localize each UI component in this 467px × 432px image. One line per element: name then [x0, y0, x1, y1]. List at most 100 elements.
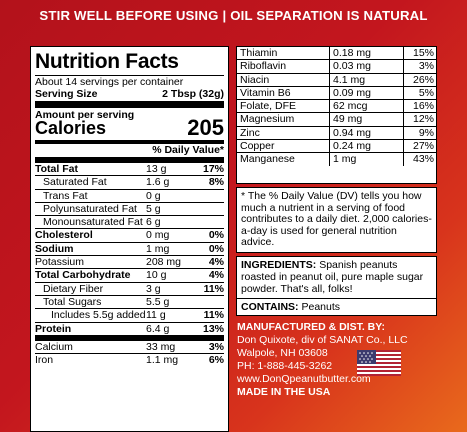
nutrient-amount: 11 g: [146, 309, 166, 322]
nutrient-daily-value: 17%: [202, 163, 224, 175]
ingredients-text: Spanish peanuts roasted in peanut oil, p…: [241, 259, 424, 295]
nutrient-name: Monounsaturated Fat: [43, 216, 143, 229]
made-in-usa: MADE IN THE USA: [237, 386, 331, 399]
nutrient-daily-value: 11%: [203, 282, 224, 295]
vitamin-daily-value: 9%: [403, 126, 436, 140]
vitamin-daily-value: 12%: [403, 113, 436, 126]
nutrient-amount: 33 mg: [146, 340, 176, 353]
amount-per-serving: Amount per serving: [35, 109, 135, 121]
nutrient-name: Polyunsaturated Fat: [43, 202, 137, 215]
nutrient-amount: 3 g: [146, 282, 161, 295]
nutrient-name: Calcium: [35, 340, 73, 353]
vitamin-row: Copper 0.24 mg 27%: [237, 140, 436, 154]
nutrient-row: Includes 5.5g added sugars11 g 11%: [35, 308, 224, 321]
nutrient-table: Total Fat 13 g 17% Saturated Fat 1.6 g 8% Tran…: [35, 157, 224, 366]
nutrient-amount: 0 g: [146, 189, 161, 202]
vitamin-row: Riboflavin 0.03 mg 3%: [237, 60, 436, 74]
nutrient-name: Saturated Fat: [43, 176, 107, 189]
nutrient-amount: 1.1 mg: [146, 354, 179, 367]
servings-per-container: About 14 servings per container: [35, 76, 184, 88]
vitamin-row: Manganese 1 mg 43%: [237, 153, 436, 166]
vitamin-name: Copper: [240, 140, 275, 153]
manufacturer-name: Don Quixote, div of SANAT Co., LLC: [237, 334, 408, 347]
vitamin-daily-value: 3%: [403, 60, 436, 73]
nutrient-row: Trans Fat 0 g: [35, 188, 224, 202]
vitamin-name: Riboflavin: [240, 60, 287, 73]
nutrient-name: Total Fat: [35, 163, 78, 175]
nutrient-amount: 6 g: [146, 216, 161, 229]
vitamin-daily-value: 5%: [403, 86, 436, 100]
vitamin-daily-value: 15%: [403, 47, 436, 60]
manufacturer-website[interactable]: www.DonQpeanutbutter.com: [237, 373, 371, 386]
daily-value-header: % Daily Value*: [152, 144, 224, 156]
nutrient-row: Total Sugars 5.5 g: [35, 294, 224, 308]
nutrition-facts-panel: Nutrition Facts About 14 servings per co…: [30, 46, 229, 432]
ingredients-label: INGREDIENTS:: [241, 259, 317, 271]
nutrient-daily-value: 11%: [203, 309, 224, 322]
serving-size-value: 2 Tbsp (32g): [162, 88, 224, 100]
nutrient-amount: 5 g: [146, 202, 161, 215]
vitamin-row: Thiamin 0.18 mg 15%: [237, 47, 436, 61]
vitamins-minerals-table: Thiamin 0.18 mg 15% Riboflavin 0.03 mg 3% Niac…: [236, 46, 437, 184]
nutrient-name: Trans Fat: [43, 189, 88, 202]
vitamin-amount: 0.03 mg: [329, 60, 403, 73]
nutrient-name: Cholesterol: [35, 229, 93, 242]
vitamin-amount: 49 mg: [329, 113, 403, 126]
vitamin-name: Thiamin: [240, 47, 278, 59]
nutrient-amount: 0 mg: [146, 229, 170, 242]
nutrient-amount: 208 mg: [146, 256, 182, 269]
nutrient-row: Protein 6.4 g 13%: [35, 321, 224, 335]
vitamin-amount: 0.94 mg: [329, 126, 403, 140]
nutrient-amount: 5.5 g: [146, 295, 170, 308]
vitamin-row: Zinc 0.94 mg 9%: [237, 126, 436, 141]
nutrient-amount: 1.6 g: [146, 176, 170, 189]
vitamin-amount: 62 mcg: [329, 100, 403, 113]
vitamin-amount: 0.24 mg: [329, 140, 403, 153]
nutrient-daily-value: 4%: [208, 269, 224, 282]
vitamin-daily-value: 43%: [403, 153, 436, 166]
vitamin-daily-value: 27%: [403, 140, 436, 153]
vitamin-row: Vitamin B6 0.09 mg 5%: [237, 86, 436, 101]
calories-value: 205: [187, 115, 224, 140]
nutrient-name: Total Sugars: [43, 295, 102, 308]
oil-separation-banner: STIR WELL BEFORE USING | OIL SEPARATION …: [39, 7, 428, 23]
nutrient-name: Protein: [35, 322, 72, 335]
nutrient-name: Includes 5.5g added sugars: [51, 309, 146, 322]
nutrient-row: Dietary Fiber 3 g 11%: [35, 281, 224, 295]
us-flag-icon: [357, 350, 401, 376]
nutrient-row: Polyunsaturated Fat 5 g: [35, 201, 224, 215]
nutrient-row: Total Carbohydrate 10 g 4%: [35, 268, 224, 281]
nutrient-row: Cholesterol 0 mg 0%: [35, 228, 224, 241]
vitamin-amount: 1 mg: [329, 153, 403, 166]
contains-text: Peanuts: [301, 301, 341, 314]
nutrient-amount: 10 g: [146, 269, 167, 282]
nutrient-name: Sodium: [35, 242, 74, 255]
nutrient-daily-value: 0%: [208, 242, 224, 255]
nutrient-amount: 13 g: [146, 163, 167, 175]
nutrient-daily-value: 6%: [208, 354, 224, 367]
nutrient-daily-value: 4%: [208, 256, 224, 269]
vitamin-name: Vitamin B6: [240, 86, 291, 99]
nutrient-row: Monounsaturated Fat 6 g: [35, 215, 224, 228]
nutrient-row: Total Fat 13 g 17%: [35, 157, 224, 175]
nutrient-name: Dietary Fiber: [43, 282, 104, 295]
nutrient-amount: 1 mg: [146, 242, 170, 255]
nutrient-row: Iron 1.1 mg 6%: [35, 353, 224, 366]
manufacturer-block: MANUFACTURED & DIST. BY: Don Quixote, di…: [237, 321, 467, 400]
nutrition-facts-title: Nutrition Facts: [35, 50, 179, 73]
nutrient-daily-value: 0%: [208, 229, 224, 242]
nutrient-daily-value: 8%: [208, 176, 224, 189]
calories-label: Calories: [35, 118, 107, 138]
nutrient-row: Saturated Fat 1.6 g 8%: [35, 175, 224, 188]
vitamin-amount: 0.09 mg: [329, 86, 403, 100]
ingredients-panel: INGREDIENTS: Spanish peanuts roasted in …: [236, 256, 437, 316]
nutrient-name: Iron: [35, 354, 54, 367]
contains-label: CONTAINS:: [241, 301, 299, 314]
nutrient-amount: 6.4 g: [146, 322, 170, 335]
nutrient-daily-value: 3%: [208, 340, 224, 353]
vitamin-name: Manganese: [240, 153, 295, 166]
nutrient-daily-value: 13%: [202, 322, 224, 335]
vitamin-daily-value: 26%: [403, 73, 436, 86]
nutrient-name: Total Carbohydrate: [35, 269, 131, 282]
vitamin-name: Zinc: [240, 126, 260, 139]
